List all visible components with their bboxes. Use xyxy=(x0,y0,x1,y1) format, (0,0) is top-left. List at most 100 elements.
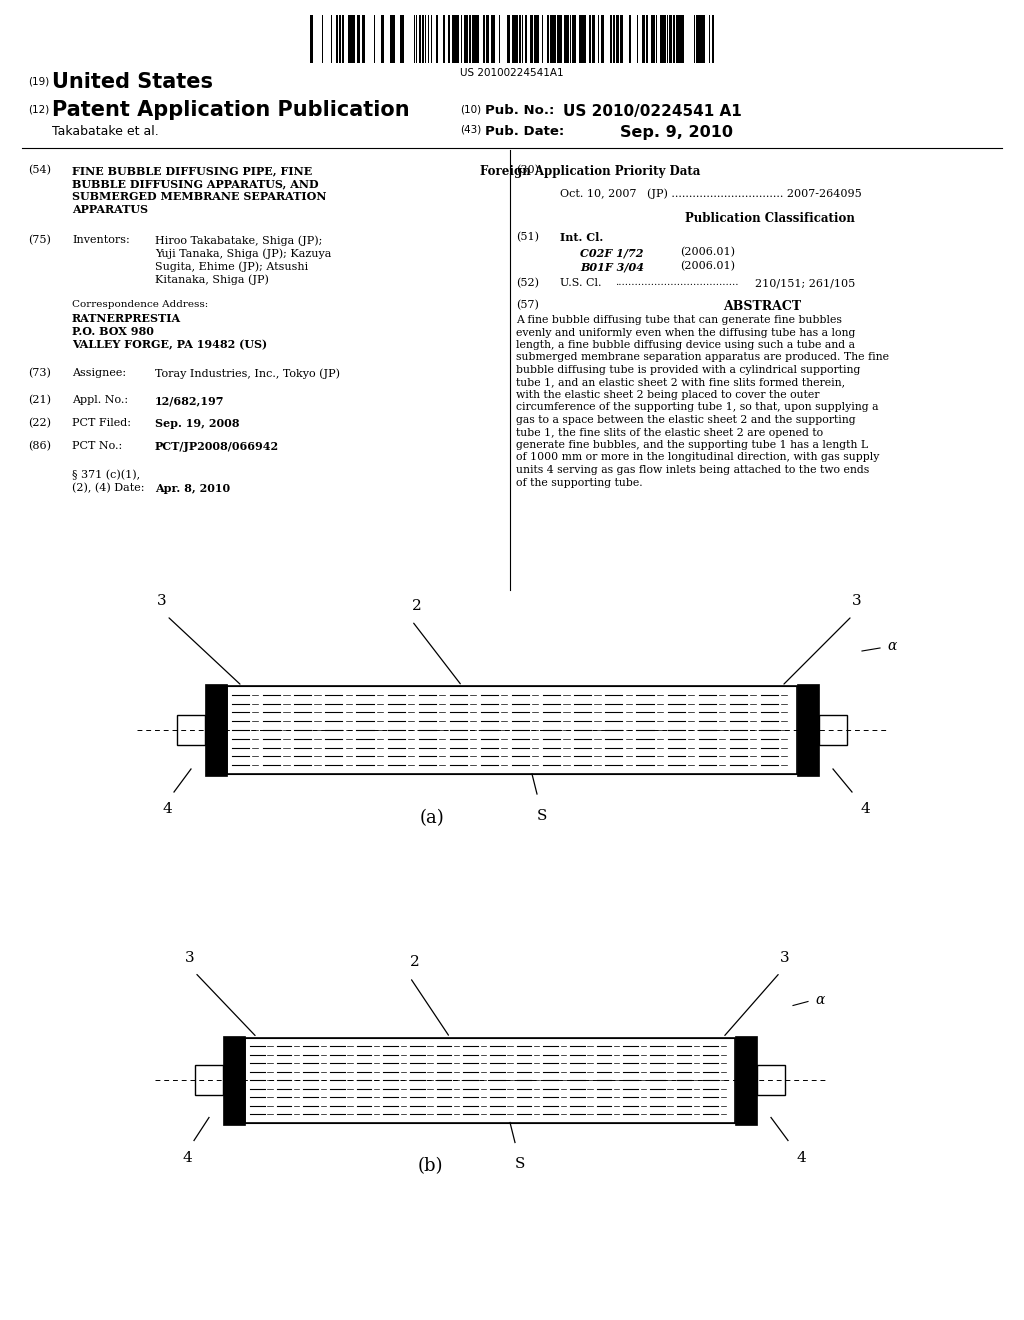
Text: (19): (19) xyxy=(28,77,49,87)
Bar xyxy=(310,15,312,63)
Bar xyxy=(620,15,622,63)
Text: tube 1, the fine slits of the elastic sheet 2 are opened to: tube 1, the fine slits of the elastic sh… xyxy=(516,428,823,437)
Text: PCT No.:: PCT No.: xyxy=(72,441,122,451)
Text: (86): (86) xyxy=(28,441,51,451)
Text: Inventors:: Inventors: xyxy=(72,235,130,246)
Text: United States: United States xyxy=(52,73,213,92)
Bar xyxy=(534,15,536,63)
Bar xyxy=(567,15,569,63)
Bar xyxy=(589,15,591,63)
Text: (22): (22) xyxy=(28,418,51,428)
Text: length, a fine bubble diffusing device using such a tube and a: length, a fine bubble diffusing device u… xyxy=(516,341,855,350)
Text: APPARATUS: APPARATUS xyxy=(72,205,148,215)
Bar xyxy=(664,15,666,63)
Text: Hiroo Takabatake, Shiga (JP);: Hiroo Takabatake, Shiga (JP); xyxy=(155,235,323,246)
Text: of 1000 mm or more in the longitudinal direction, with gas supply: of 1000 mm or more in the longitudinal d… xyxy=(516,453,880,462)
Text: tube 1, and an elastic sheet 2 with fine slits formed therein,: tube 1, and an elastic sheet 2 with fine… xyxy=(516,378,845,388)
Bar xyxy=(613,15,615,63)
Bar xyxy=(449,15,450,63)
Bar xyxy=(652,15,654,63)
Bar xyxy=(227,686,797,774)
Bar xyxy=(660,15,662,63)
Text: Patent Application Publication: Patent Application Publication xyxy=(52,100,410,120)
Bar xyxy=(642,15,644,63)
Text: (b): (b) xyxy=(417,1158,442,1176)
Text: Pub. No.:: Pub. No.: xyxy=(485,104,554,117)
Bar xyxy=(195,1065,223,1096)
Text: 3: 3 xyxy=(780,950,790,965)
Text: (57): (57) xyxy=(516,300,539,310)
Text: of the supporting tube.: of the supporting tube. xyxy=(516,478,643,487)
Text: (2006.01): (2006.01) xyxy=(680,247,735,257)
Text: (51): (51) xyxy=(516,232,539,243)
Text: α: α xyxy=(815,993,824,1006)
Bar xyxy=(422,15,424,63)
Text: U.S. Cl.: U.S. Cl. xyxy=(560,279,601,288)
Bar xyxy=(592,15,594,63)
Text: ABSTRACT: ABSTRACT xyxy=(723,300,801,313)
Text: Sep. 9, 2010: Sep. 9, 2010 xyxy=(620,125,733,140)
Text: 4: 4 xyxy=(796,1151,806,1164)
Bar xyxy=(362,15,365,63)
Text: with the elastic sheet 2 being placed to cover the outer: with the elastic sheet 2 being placed to… xyxy=(516,389,819,400)
Bar xyxy=(477,15,479,63)
Text: PCT/JP2008/066942: PCT/JP2008/066942 xyxy=(155,441,280,451)
Text: Sep. 19, 2008: Sep. 19, 2008 xyxy=(155,418,240,429)
Text: units 4 serving as gas flow inlets being attached to the two ends: units 4 serving as gas flow inlets being… xyxy=(516,465,869,475)
Bar xyxy=(469,15,471,63)
Bar xyxy=(698,15,700,63)
Text: 2: 2 xyxy=(412,599,422,612)
Bar xyxy=(547,15,549,63)
Bar xyxy=(662,15,664,63)
Text: 2: 2 xyxy=(411,956,420,969)
Text: 12/682,197: 12/682,197 xyxy=(155,395,224,407)
Text: 4: 4 xyxy=(860,803,869,816)
Bar xyxy=(400,15,402,63)
Text: (10): (10) xyxy=(460,104,481,114)
Bar xyxy=(177,715,205,744)
Bar xyxy=(390,15,392,63)
Text: PCT Filed:: PCT Filed: xyxy=(72,418,131,428)
Text: Assignee:: Assignee: xyxy=(72,368,126,378)
Text: S: S xyxy=(537,809,547,822)
Bar xyxy=(352,15,354,63)
Bar xyxy=(582,15,584,63)
Text: § 371 (c)(1),: § 371 (c)(1), xyxy=(72,470,140,480)
Text: α: α xyxy=(887,639,896,653)
Bar xyxy=(553,15,556,63)
Bar xyxy=(456,15,459,63)
Bar xyxy=(580,15,582,63)
Bar xyxy=(616,15,618,63)
Text: Yuji Tanaka, Shiga (JP); Kazuya: Yuji Tanaka, Shiga (JP); Kazuya xyxy=(155,248,332,259)
Bar xyxy=(735,1035,757,1125)
Bar xyxy=(680,15,682,63)
Text: (a): (a) xyxy=(420,809,444,828)
Text: Kitanaka, Shiga (JP): Kitanaka, Shiga (JP) xyxy=(155,275,269,285)
Bar xyxy=(669,15,672,63)
Text: Appl. No.:: Appl. No.: xyxy=(72,395,128,405)
Bar xyxy=(682,15,684,63)
Text: submerged membrane separation apparatus are produced. The fine: submerged membrane separation apparatus … xyxy=(516,352,889,363)
Bar xyxy=(629,15,631,63)
Text: Toray Industries, Inc., Tokyo (JP): Toray Industries, Inc., Tokyo (JP) xyxy=(155,368,340,379)
Bar xyxy=(512,15,514,63)
Bar xyxy=(530,15,532,63)
Text: Sugita, Ehime (JP); Atsushi: Sugita, Ehime (JP); Atsushi xyxy=(155,261,308,272)
Text: circumference of the supporting tube 1, so that, upon supplying a: circumference of the supporting tube 1, … xyxy=(516,403,879,412)
Bar xyxy=(339,15,341,63)
Text: ......................................: ...................................... xyxy=(615,279,738,286)
Text: US 2010/0224541 A1: US 2010/0224541 A1 xyxy=(563,104,741,119)
Bar xyxy=(348,15,350,63)
Bar xyxy=(487,15,489,63)
Bar xyxy=(712,15,714,63)
Bar xyxy=(646,15,648,63)
Text: FINE BUBBLE DIFFUSING PIPE, FINE: FINE BUBBLE DIFFUSING PIPE, FINE xyxy=(72,165,312,176)
Text: evenly and uniformly even when the diffusing tube has a long: evenly and uniformly even when the diffu… xyxy=(516,327,855,338)
Bar xyxy=(514,15,516,63)
Bar xyxy=(702,15,705,63)
Text: 3: 3 xyxy=(852,594,862,609)
Text: US 20100224541A1: US 20100224541A1 xyxy=(460,69,564,78)
Text: 210/151; 261/105: 210/151; 261/105 xyxy=(755,279,855,288)
Bar xyxy=(676,15,678,63)
Text: (75): (75) xyxy=(28,235,51,246)
